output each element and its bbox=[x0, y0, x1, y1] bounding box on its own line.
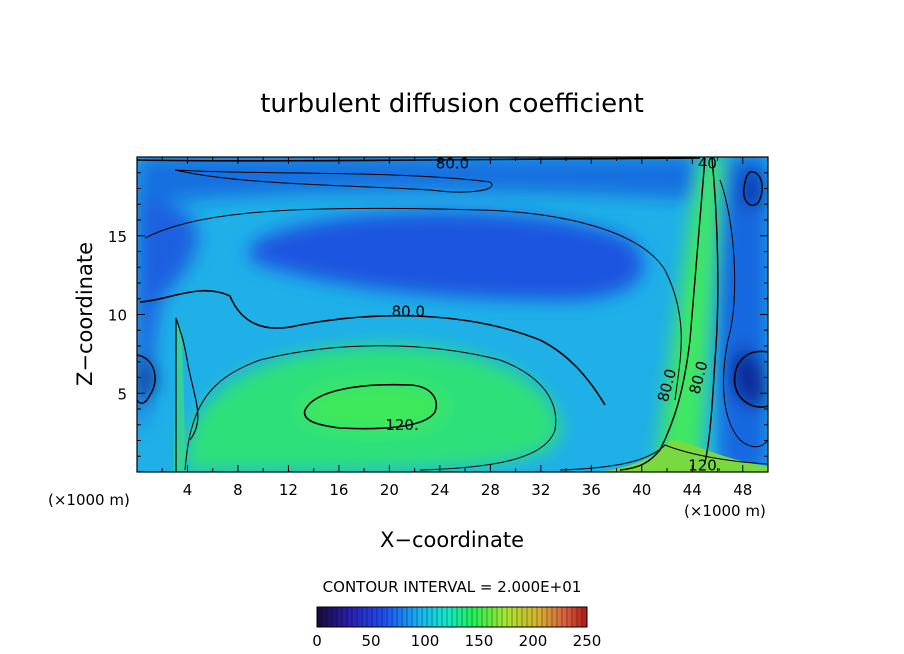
x-tick-label: 32 bbox=[531, 481, 550, 499]
x-axis-ticks: 4 8 12 16 20 24 28 32 36 40 44 48 bbox=[161, 157, 752, 499]
contour-line-right-core bbox=[733, 350, 768, 408]
contour-lines bbox=[137, 157, 768, 472]
contour-line-right-outer bbox=[719, 179, 768, 448]
x-tick-label: 20 bbox=[380, 481, 399, 499]
colorbar-stripes bbox=[321, 607, 583, 627]
field-region-left-blue bbox=[137, 200, 198, 430]
x-tick-label: 24 bbox=[430, 481, 449, 499]
colorbar-tick-label: 100 bbox=[411, 632, 440, 650]
contour-line-left-vertical bbox=[175, 317, 199, 472]
x-unit-left: (×1000 m) bbox=[48, 491, 130, 509]
x-axis-label: X−coordinate bbox=[380, 528, 524, 552]
x-tick-label: 44 bbox=[683, 481, 702, 499]
contour-label: 40 bbox=[698, 154, 717, 172]
x-unit-right: (×1000 m) bbox=[684, 502, 766, 520]
contour-label: 80.0 bbox=[436, 154, 469, 172]
contour-line-80-middle bbox=[139, 289, 606, 406]
field-region-left-jet bbox=[174, 320, 186, 472]
y-tick-label: 5 bbox=[117, 385, 127, 403]
x-tick-label: 28 bbox=[481, 481, 500, 499]
contour-line-80-top bbox=[137, 157, 701, 162]
colorbar-ticks: 0 50 100 150 200 250 bbox=[312, 632, 601, 650]
colorbar bbox=[316, 606, 588, 628]
field-region-upper-gyre bbox=[250, 212, 644, 300]
contour-line-right-upper-core bbox=[743, 171, 763, 206]
colorbar-tick-label: 0 bbox=[312, 632, 322, 650]
y-axis-ticks: 5 10 15 bbox=[108, 172, 768, 457]
contour-line-120 bbox=[303, 383, 437, 430]
colorbar-tick-label: 200 bbox=[519, 632, 548, 650]
field-region-left-core bbox=[137, 355, 156, 405]
contour-line-right-jet-left bbox=[619, 157, 706, 471]
y-tick-label: 10 bbox=[108, 307, 127, 325]
x-tick-label: 4 bbox=[183, 481, 193, 499]
contour-label: 120. bbox=[688, 457, 721, 475]
contour-interval-text: CONTOUR INTERVAL = 2.000E+01 bbox=[323, 578, 582, 596]
x-tick-label: 12 bbox=[279, 481, 298, 499]
contour-line-lower-outer bbox=[184, 345, 557, 471]
field-region-core-green bbox=[300, 383, 446, 431]
x-tick-label: 40 bbox=[632, 481, 651, 499]
x-tick-label: 48 bbox=[733, 481, 752, 499]
x-tick-label: 36 bbox=[582, 481, 601, 499]
colorbar-tick-label: 150 bbox=[465, 632, 494, 650]
field-region-upper-blue bbox=[137, 157, 700, 205]
contour-line-upper-inner bbox=[174, 169, 493, 193]
x-tick-label: 8 bbox=[233, 481, 243, 499]
contour-line-upper-loop bbox=[144, 207, 682, 401]
contour-label: 80.0 bbox=[392, 302, 425, 320]
y-tick-label: 15 bbox=[108, 228, 127, 246]
colorbar-tick-label: 250 bbox=[573, 632, 602, 650]
contour-line-right-jet-right bbox=[704, 157, 719, 463]
contour-label: 120. bbox=[385, 416, 418, 434]
contour-field bbox=[137, 157, 768, 472]
x-tick-label: 16 bbox=[329, 481, 348, 499]
y-axis-label: Z−coordinate bbox=[73, 242, 97, 386]
contour-line-bottom bbox=[559, 444, 768, 471]
field-region-right-upper-core bbox=[741, 169, 764, 210]
field-region-right-core bbox=[730, 349, 768, 408]
chart-title: turbulent diffusion coefficient bbox=[260, 89, 644, 119]
colorbar-tick-label: 50 bbox=[361, 632, 380, 650]
contour-line-left-core bbox=[137, 354, 156, 404]
field-region-right-jet bbox=[655, 157, 725, 472]
